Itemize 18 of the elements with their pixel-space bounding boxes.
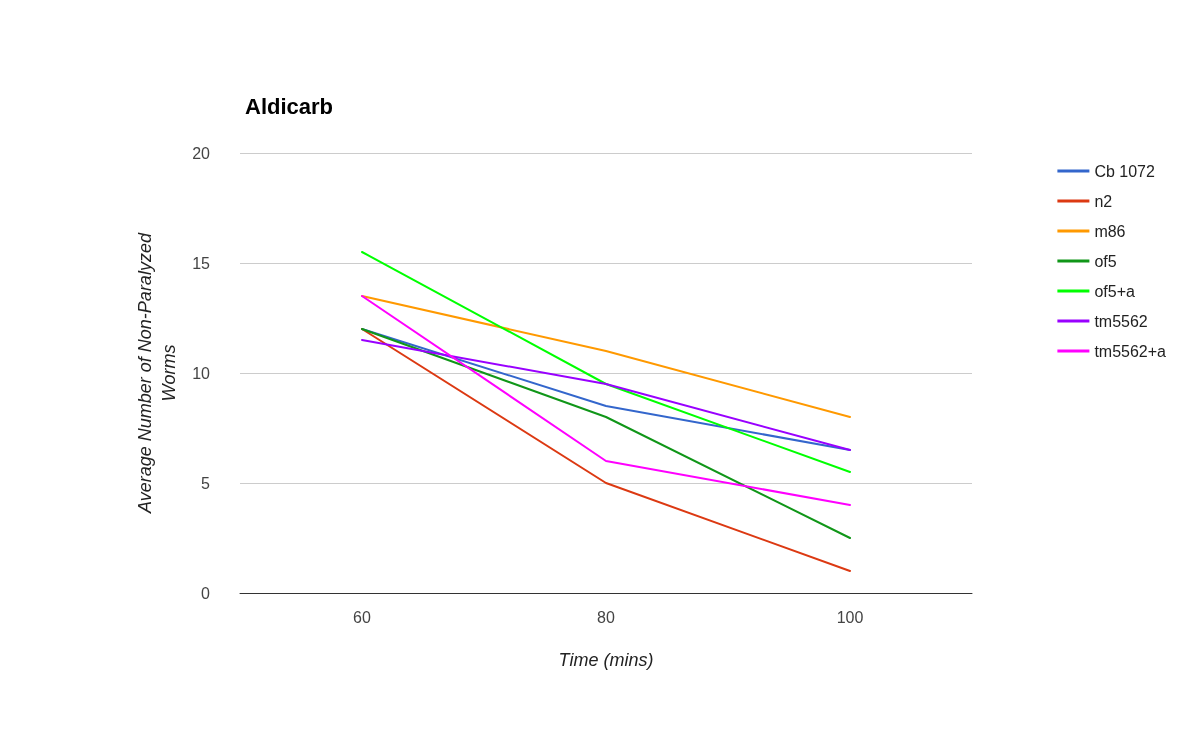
legend-label: m86 [1094,222,1126,240]
x-tick-label: 80 [597,608,615,626]
legend-label: of5+a [1094,282,1135,300]
legend-label: tm5562+a [1094,342,1167,360]
legend-label: Cb 1072 [1094,162,1155,180]
y-axis-title: Average Number of Non-Paralyzed Worms [135,232,180,514]
y-tick-label: 15 [192,254,211,272]
chart-title: Aldicarb [245,93,334,119]
legend-label: of5 [1094,252,1117,270]
x-tick-label: 60 [353,608,371,626]
x-tick-label: 100 [836,608,864,626]
y-tick-label: 10 [192,364,211,382]
legend-label: n2 [1094,192,1113,210]
y-tick-label: 0 [201,584,211,602]
y-tick-label: 5 [201,474,211,492]
legend-label: tm5562 [1094,312,1148,330]
x-axis-title: Time (mins) [558,650,654,670]
y-tick-label: 20 [192,144,211,162]
